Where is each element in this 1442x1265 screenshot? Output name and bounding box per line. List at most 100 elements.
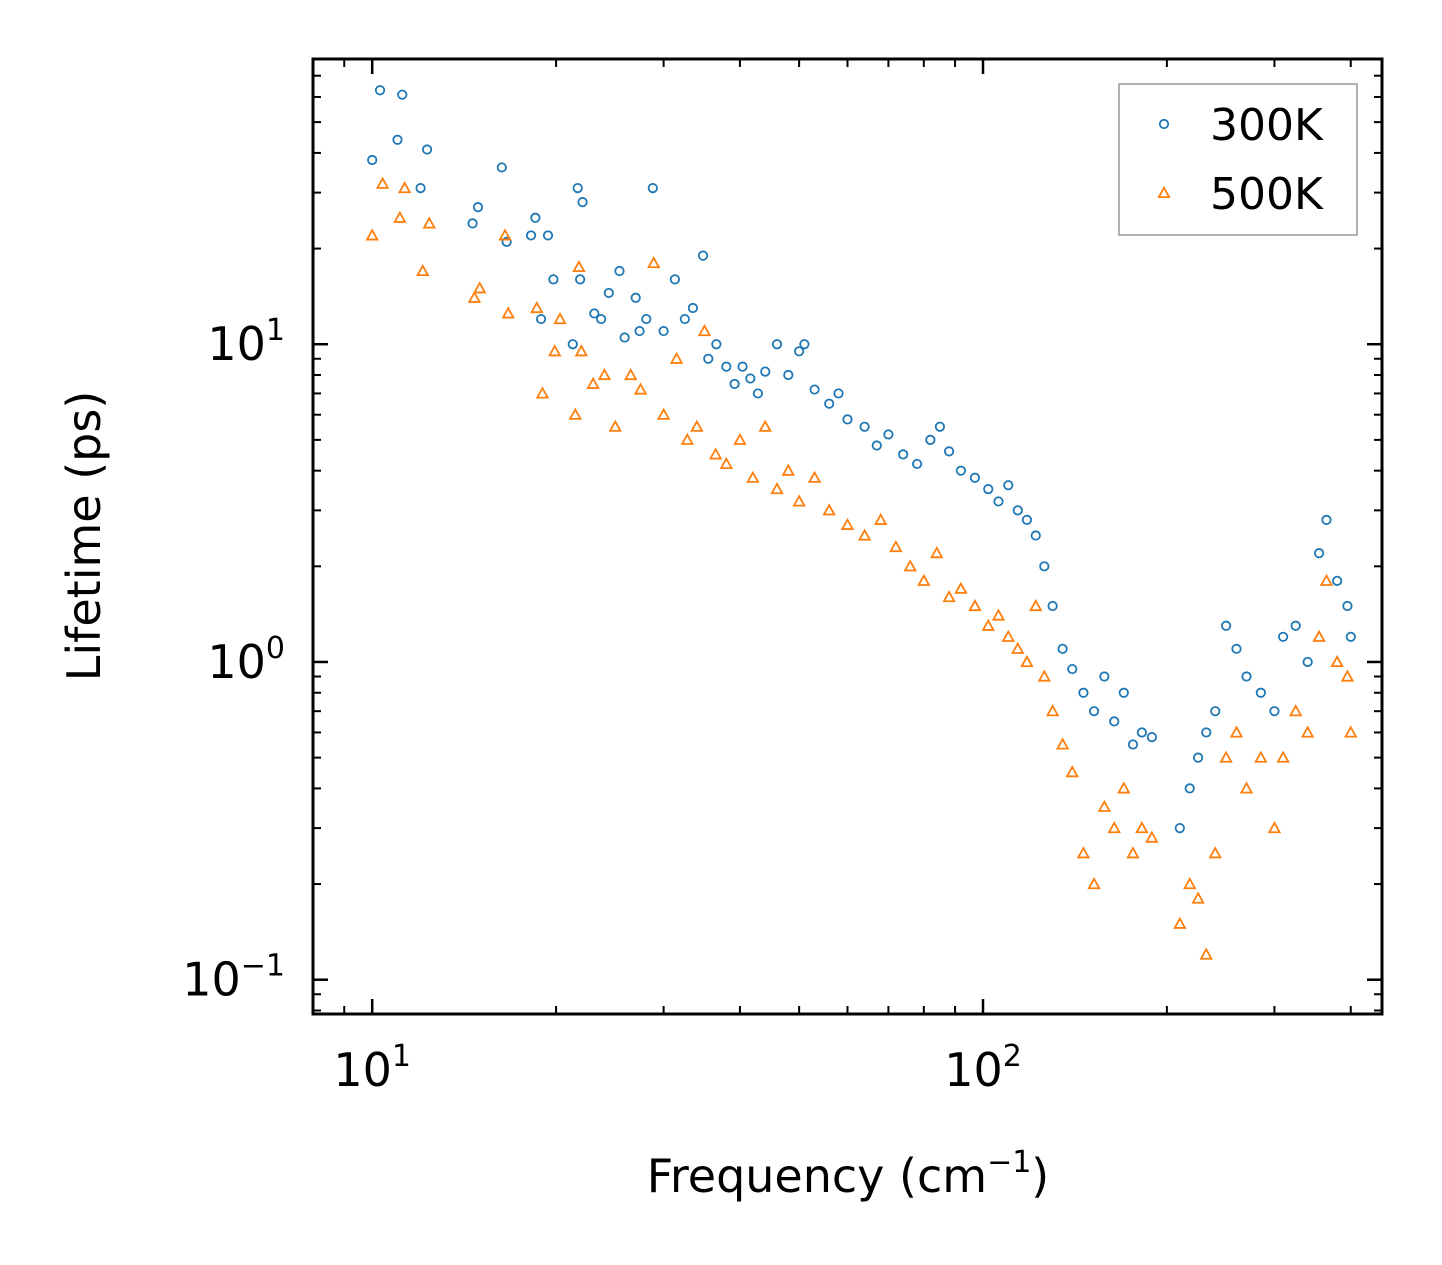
data-point-300k-59: [983, 483, 994, 495]
data-point-300k-4: [415, 182, 426, 194]
data-point-300k-52: [898, 449, 909, 460]
data-point-500k-2: [393, 210, 407, 223]
data-point-300k-22: [614, 265, 625, 277]
data-point-500k-80: [1319, 573, 1334, 586]
data-point-300k-36: [729, 378, 740, 390]
data-point-300k-34: [711, 339, 722, 350]
legend-label-300k: 300K: [1210, 100, 1324, 151]
data-point-500k-8: [498, 228, 512, 241]
data-point-300k-17: [575, 274, 586, 285]
data-point-300k-54: [925, 434, 936, 445]
data-point-500k-24: [669, 351, 684, 364]
data-point-300k-5: [422, 144, 433, 155]
data-point-500k-52: [1020, 654, 1034, 668]
data-point-300k-41: [771, 339, 783, 350]
data-point-500k-18: [597, 367, 612, 381]
data-point-500k-69: [1199, 947, 1213, 960]
data-point-300k-15: [567, 339, 578, 350]
data-point-300k-67: [1057, 643, 1068, 654]
data-point-300k-12: [535, 313, 547, 325]
data-point-300k-51: [883, 429, 894, 440]
data-point-300k-60: [993, 496, 1004, 507]
data-point-500k-77: [1288, 704, 1303, 717]
data-point-300k-1: [374, 85, 386, 96]
data-point-500k-15: [572, 259, 586, 273]
legend: 300K 500K: [1118, 83, 1358, 236]
data-point-500k-12: [548, 344, 562, 357]
data-point-300k-74: [1127, 739, 1139, 750]
data-point-500k-67: [1183, 877, 1197, 890]
data-point-500k-39: [857, 528, 872, 541]
data-point-300k-23: [619, 332, 630, 343]
data-point-500k-72: [1229, 725, 1244, 738]
data-point-300k-80: [1201, 727, 1212, 738]
data-point-300k-7: [472, 202, 484, 213]
plot-frame: [311, 57, 1384, 1016]
data-point-500k-33: [770, 482, 784, 495]
data-point-300k-88: [1290, 620, 1301, 631]
data-point-300k-94: [1345, 631, 1356, 642]
data-point-300k-85: [1255, 687, 1266, 698]
data-point-300k-25: [634, 325, 645, 337]
data-point-300k-27: [647, 182, 658, 194]
data-point-500k-35: [792, 494, 806, 507]
data-point-500k-13: [553, 312, 567, 325]
data-point-500k-31: [746, 470, 760, 483]
legend-frame: [1118, 83, 1358, 236]
data-point-300k-33: [703, 353, 714, 364]
data-point-500k-42: [903, 559, 917, 572]
data-point-300k-70: [1088, 706, 1100, 717]
data-point-300k-38: [745, 373, 756, 384]
data-point-500k-70: [1208, 846, 1222, 859]
data-point-500k-59: [1087, 877, 1101, 890]
data-point-500k-34: [781, 463, 796, 476]
data-point-500k-1: [375, 176, 390, 189]
data-point-300k-50: [871, 440, 882, 451]
data-point-500k-61: [1107, 821, 1121, 834]
data-point-300k-37: [737, 361, 748, 372]
data-point-300k-72: [1109, 716, 1120, 727]
data-point-500k-20: [623, 367, 638, 381]
data-point-500k-46: [954, 581, 968, 594]
data-point-500k-50: [1001, 629, 1016, 642]
data-point-500k-4: [416, 263, 430, 277]
data-point-500k-56: [1055, 737, 1070, 750]
data-point-300k-6: [467, 218, 478, 229]
data-point-300k-42: [783, 369, 794, 381]
data-point-500k-51: [1011, 641, 1025, 654]
data-point-500k-79: [1312, 629, 1326, 642]
data-point-300k-49: [859, 421, 870, 432]
data-point-300k-78: [1184, 783, 1195, 794]
data-point-300k-31: [697, 250, 709, 261]
data-point-300k-56: [943, 446, 955, 457]
data-point-300k-87: [1278, 631, 1289, 642]
data-point-500k-14: [568, 407, 582, 420]
data-point-500k-28: [708, 447, 723, 460]
data-point-300k-66: [1047, 600, 1058, 612]
data-point-300k-26: [641, 313, 652, 325]
data-point-300k-47: [833, 388, 844, 399]
data-point-300k-69: [1078, 687, 1089, 698]
data-point-500k-60: [1097, 799, 1112, 812]
data-point-500k-68: [1191, 891, 1205, 904]
data-point-500k-55: [1045, 704, 1060, 717]
y-tick-label: 100: [207, 631, 285, 689]
data-point-500k-40: [873, 512, 888, 525]
data-point-500k-53: [1029, 598, 1043, 612]
data-point-500k-66: [1173, 916, 1187, 929]
data-point-300k-8: [496, 162, 507, 173]
data-point-500k-57: [1065, 765, 1079, 778]
data-point-300k-90: [1313, 548, 1325, 559]
data-point-500k-82: [1340, 669, 1355, 682]
data-point-500k-76: [1276, 750, 1290, 763]
data-point-500k-63: [1126, 846, 1140, 859]
data-point-500k-36: [807, 470, 822, 483]
data-point-300k-93: [1342, 600, 1353, 612]
data-point-500k-43: [917, 573, 931, 586]
data-point-500k-38: [840, 517, 855, 530]
data-point-300k-58: [969, 472, 981, 483]
data-point-300k-29: [669, 274, 680, 285]
data-point-300k-35: [721, 361, 732, 372]
data-point-500k-73: [1239, 781, 1254, 794]
